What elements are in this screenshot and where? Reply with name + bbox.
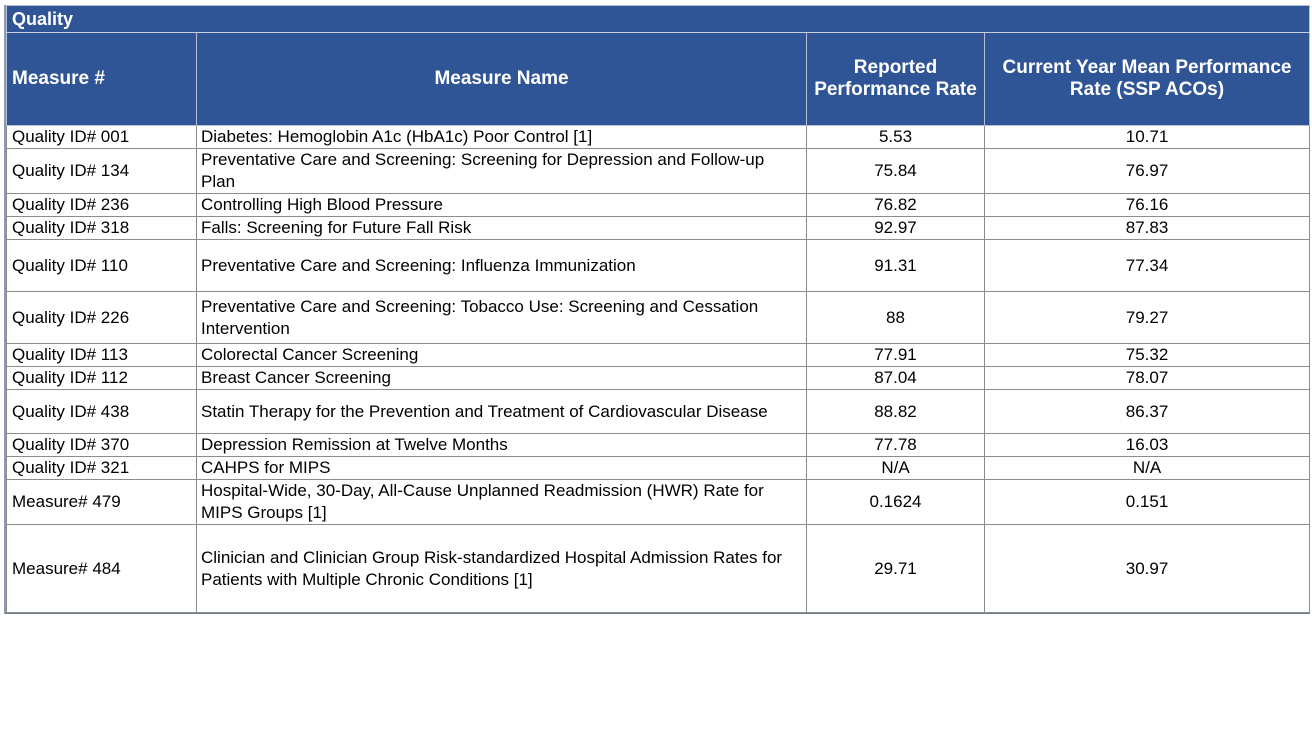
table-row: Quality ID# 112 Breast Cancer Screening … bbox=[6, 366, 1311, 390]
measure-name-cell: Preventative Care and Screening: Tobacco… bbox=[196, 291, 807, 344]
mean-rate-cell: 86.37 bbox=[983, 389, 1311, 434]
reported-rate-cell: 91.31 bbox=[806, 239, 985, 292]
table-row: Quality ID# 001 Diabetes: Hemoglobin A1c… bbox=[6, 125, 1311, 149]
table-title-row: Quality bbox=[5, 5, 1311, 33]
measure-id-cell: Quality ID# 226 bbox=[6, 291, 197, 344]
mean-rate-cell: 76.16 bbox=[983, 193, 1311, 217]
table-title: Quality bbox=[5, 5, 1311, 33]
reported-rate-cell: 77.78 bbox=[806, 433, 985, 457]
table-row: Quality ID# 321 CAHPS for MIPS N/A N/A bbox=[6, 456, 1311, 480]
measure-name-cell: Preventative Care and Screening: Screeni… bbox=[196, 148, 807, 194]
measure-id-cell: Quality ID# 438 bbox=[6, 389, 197, 434]
mean-rate-cell: 79.27 bbox=[983, 291, 1311, 344]
reported-rate-cell: 0.1624 bbox=[806, 479, 985, 525]
quality-measures-table: Quality Measure # Measure Name Reported … bbox=[5, 5, 1311, 613]
measure-id-cell: Quality ID# 134 bbox=[6, 148, 197, 194]
measure-name-cell: Clinician and Clinician Group Risk-stand… bbox=[196, 524, 807, 613]
measure-name-cell: CAHPS for MIPS bbox=[196, 456, 807, 480]
table-row: Measure# 484 Clinician and Clinician Gro… bbox=[6, 524, 1311, 613]
table-row: Quality ID# 134 Preventative Care and Sc… bbox=[6, 148, 1311, 194]
header-measure-number: Measure # bbox=[6, 32, 197, 126]
table-row: Quality ID# 113 Colorectal Cancer Screen… bbox=[6, 343, 1311, 367]
measure-id-cell: Quality ID# 318 bbox=[6, 216, 197, 240]
measure-id-cell: Quality ID# 110 bbox=[6, 239, 197, 292]
measure-id-cell: Measure# 479 bbox=[6, 479, 197, 525]
measure-id-cell: Quality ID# 321 bbox=[6, 456, 197, 480]
measure-id-cell: Quality ID# 001 bbox=[6, 125, 197, 149]
measure-id-cell: Quality ID# 113 bbox=[6, 343, 197, 367]
reported-rate-cell: 76.82 bbox=[806, 193, 985, 217]
mean-rate-cell: 0.151 bbox=[983, 479, 1311, 525]
table-row: Quality ID# 236 Controlling High Blood P… bbox=[6, 193, 1311, 217]
table-row: Measure# 479 Hospital-Wide, 30-Day, All-… bbox=[6, 479, 1311, 525]
reported-rate-cell: 88.82 bbox=[806, 389, 985, 434]
measure-name-cell: Statin Therapy for the Prevention and Tr… bbox=[196, 389, 807, 434]
reported-rate-cell: 87.04 bbox=[806, 366, 985, 390]
table-row: Quality ID# 110 Preventative Care and Sc… bbox=[6, 239, 1311, 292]
measure-name-cell: Breast Cancer Screening bbox=[196, 366, 807, 390]
mean-rate-cell: 75.32 bbox=[983, 343, 1311, 367]
mean-rate-cell: 77.34 bbox=[983, 239, 1311, 292]
measure-id-cell: Quality ID# 370 bbox=[6, 433, 197, 457]
mean-rate-cell: 10.71 bbox=[983, 125, 1311, 149]
reported-rate-cell: N/A bbox=[806, 456, 985, 480]
reported-rate-cell: 92.97 bbox=[806, 216, 985, 240]
measure-name-cell: Falls: Screening for Future Fall Risk bbox=[196, 216, 807, 240]
table-row: Quality ID# 370 Depression Remission at … bbox=[6, 433, 1311, 457]
measure-id-cell: Measure# 484 bbox=[6, 524, 197, 613]
measure-name-cell: Hospital-Wide, 30-Day, All-Cause Unplann… bbox=[196, 479, 807, 525]
table-row: Quality ID# 438 Statin Therapy for the P… bbox=[6, 389, 1311, 434]
measure-name-cell: Diabetes: Hemoglobin A1c (HbA1c) Poor Co… bbox=[196, 125, 807, 149]
measure-name-cell: Colorectal Cancer Screening bbox=[196, 343, 807, 367]
reported-rate-cell: 88 bbox=[806, 291, 985, 344]
measure-name-cell: Controlling High Blood Pressure bbox=[196, 193, 807, 217]
reported-rate-cell: 75.84 bbox=[806, 148, 985, 194]
measure-name-cell: Depression Remission at Twelve Months bbox=[196, 433, 807, 457]
mean-rate-cell: N/A bbox=[983, 456, 1311, 480]
mean-rate-cell: 78.07 bbox=[983, 366, 1311, 390]
reported-rate-cell: 77.91 bbox=[806, 343, 985, 367]
reported-rate-cell: 29.71 bbox=[806, 524, 985, 613]
reported-rate-cell: 5.53 bbox=[806, 125, 985, 149]
header-measure-name: Measure Name bbox=[196, 32, 807, 126]
mean-rate-cell: 76.97 bbox=[983, 148, 1311, 194]
table-row: Quality ID# 318 Falls: Screening for Fut… bbox=[6, 216, 1311, 240]
mean-rate-cell: 30.97 bbox=[983, 524, 1311, 613]
mean-rate-cell: 16.03 bbox=[983, 433, 1311, 457]
table-row: Quality ID# 226 Preventative Care and Sc… bbox=[6, 291, 1311, 344]
measure-name-cell: Preventative Care and Screening: Influen… bbox=[196, 239, 807, 292]
header-mean-rate: Current Year Mean Performance Rate (SSP … bbox=[983, 32, 1311, 126]
measure-id-cell: Quality ID# 236 bbox=[6, 193, 197, 217]
mean-rate-cell: 87.83 bbox=[983, 216, 1311, 240]
measure-id-cell: Quality ID# 112 bbox=[6, 366, 197, 390]
header-reported-rate: Reported Performance Rate bbox=[806, 32, 985, 126]
table-header-row: Measure # Measure Name Reported Performa… bbox=[6, 32, 1311, 126]
quality-table-container: Quality Measure # Measure Name Reported … bbox=[4, 5, 1311, 614]
